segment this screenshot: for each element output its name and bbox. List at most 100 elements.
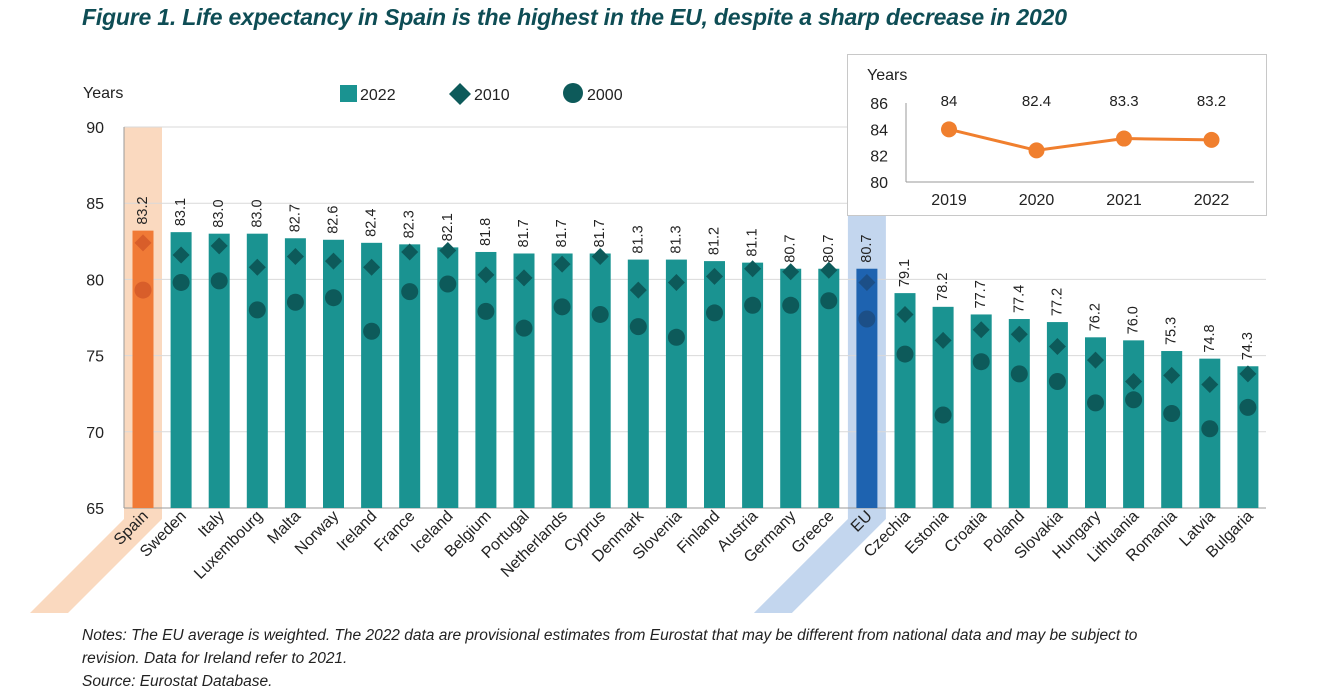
marker-2010-cyprus (591, 248, 609, 266)
legend-diamond-swatch (449, 83, 471, 105)
value-label: 77.4 (1011, 285, 1027, 313)
marker-2000-romania (1163, 405, 1181, 423)
bar-finland (704, 261, 725, 508)
marker-2010-luxembourg (248, 258, 266, 276)
bar-cyprus (589, 253, 611, 508)
marker-2010-portugal (515, 269, 533, 287)
source-line: Source: Eurostat Database. (82, 673, 273, 690)
value-label: 81.3 (630, 225, 646, 253)
bar-spain (132, 230, 154, 508)
marker-2000-cyprus (591, 305, 609, 323)
y-tick-label: 65 (86, 501, 104, 518)
marker-2000-ireland (363, 322, 381, 340)
legend-label-2000: 2000 (587, 87, 623, 104)
marker-2010-eu (858, 273, 876, 291)
bar-ireland (361, 242, 383, 508)
marker-2000-belgium (477, 302, 495, 320)
value-label: 81.1 (745, 228, 761, 256)
category-label: Italy (195, 508, 228, 541)
inset-x-tick-label: 2020 (1019, 192, 1055, 209)
legend-circle-swatch (563, 83, 583, 103)
bar-greece (818, 268, 840, 508)
marker-2000-eu (858, 310, 876, 328)
inset-y-tick-label: 86 (870, 96, 888, 113)
marker-2010-lithuania (1125, 373, 1143, 391)
value-label: 80.7 (821, 234, 837, 262)
marker-2000-portugal (515, 319, 533, 337)
marker-2000-latvia (1201, 420, 1219, 438)
value-label: 82.3 (402, 210, 418, 238)
category-label: Estonia (902, 508, 952, 558)
marker-2010-malta (286, 248, 304, 266)
bar-netherlands (551, 253, 573, 508)
value-label: 83.1 (173, 198, 189, 226)
marker-2000-france (401, 283, 419, 301)
value-label: 77.2 (1049, 288, 1065, 316)
marker-2010-austria (744, 260, 762, 278)
eu-highlight-band (753, 127, 886, 613)
value-label: 79.1 (897, 259, 913, 287)
bar-norway (323, 239, 344, 508)
legend-bar-swatch (340, 85, 357, 102)
value-label: 81.7 (516, 219, 532, 247)
category-label: Luxembourg (191, 508, 266, 583)
bar-italy (208, 233, 230, 508)
y-tick-label: 90 (86, 120, 104, 137)
inset-value-label: 83.3 (1109, 93, 1138, 110)
bar-belgium (475, 251, 497, 508)
marker-2000-bulgaria (1239, 398, 1257, 416)
inset-value-label: 84 (941, 93, 958, 110)
marker-2000-croatia (972, 353, 990, 371)
value-label: 80.7 (859, 234, 875, 262)
inset-point-2019 (941, 121, 957, 138)
marker-2010-ireland (363, 258, 381, 276)
legend-label-2022: 2022 (360, 87, 396, 104)
inset-series-line (948, 127, 1212, 152)
marker-2010-denmark (629, 281, 647, 299)
category-label: Ireland (334, 508, 381, 555)
marker-2010-estonia (934, 331, 952, 349)
marker-2000-slovenia (667, 328, 685, 346)
marker-2000-iceland (439, 275, 457, 293)
value-label: 76.0 (1126, 306, 1142, 334)
bar-lithuania (1123, 340, 1145, 508)
marker-2000-denmark (629, 318, 647, 336)
y-tick-label: 70 (86, 425, 104, 442)
marker-2010-italy (210, 237, 228, 255)
value-label: 74.3 (1240, 332, 1256, 360)
marker-2000-luxembourg (248, 301, 266, 319)
figure-notes: Notes: The EU average is weighted. The 2… (82, 624, 1282, 693)
bar-france (399, 244, 421, 508)
value-label: 80.7 (783, 234, 799, 262)
marker-2000-spain (134, 281, 152, 299)
inset-chart-frame (847, 54, 1267, 216)
inset-y-axis-label: Years (867, 67, 907, 84)
value-label: 78.2 (935, 273, 951, 301)
inset-y-tick-label: 80 (870, 175, 888, 192)
category-label: Croatia (942, 508, 991, 557)
marker-2010-slovenia (667, 273, 685, 291)
figure-title: Figure 1. Life expectancy in Spain is th… (82, 4, 1067, 30)
bar-slovenia (665, 259, 687, 508)
y-tick-label: 75 (86, 349, 104, 366)
inset-value-label: 83.2 (1197, 93, 1226, 110)
inset-x-tick-label: 2021 (1106, 192, 1142, 209)
bar-slovakia (1046, 322, 1068, 508)
value-label: 82.6 (326, 206, 342, 234)
marker-2000-slovakia (1048, 373, 1066, 391)
marker-2010-greece (820, 261, 838, 279)
marker-2000-estonia (934, 406, 952, 424)
marker-2010-sweden (172, 246, 190, 264)
marker-2010-poland (1010, 325, 1028, 343)
bar-germany (780, 268, 802, 508)
marker-2010-france (401, 243, 419, 261)
bar-poland (1008, 319, 1030, 508)
value-label: 75.3 (1164, 317, 1180, 345)
inset-point-2020 (1028, 142, 1045, 159)
marker-2010-iceland (439, 241, 457, 259)
bar-portugal (513, 253, 535, 508)
value-label: 76.2 (1088, 303, 1104, 331)
value-label: 77.7 (973, 280, 989, 308)
value-label: 82.4 (364, 209, 380, 237)
marker-2000-italy (210, 272, 228, 290)
